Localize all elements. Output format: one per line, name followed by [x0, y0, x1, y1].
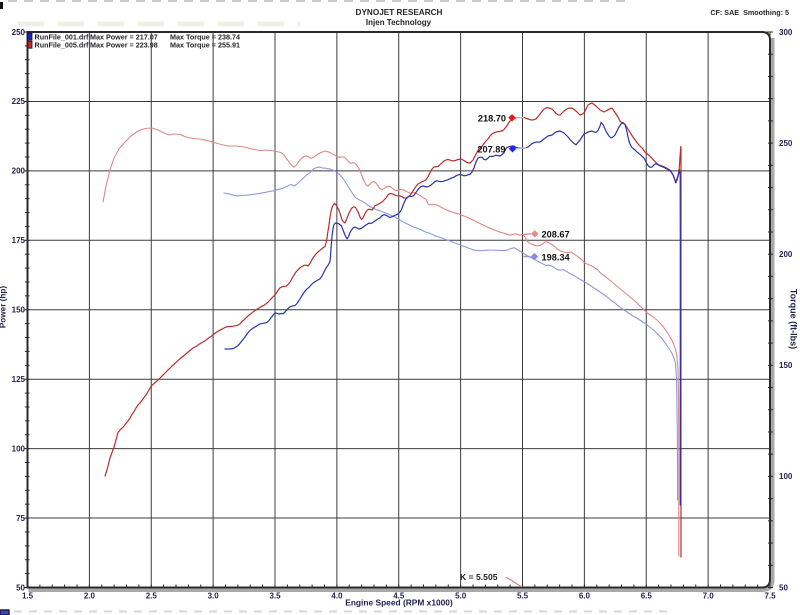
svg-text:Max Torque = 255.91: Max Torque = 255.91	[170, 40, 240, 49]
svg-text:200: 200	[12, 167, 26, 176]
svg-text:75: 75	[16, 514, 25, 523]
svg-text:7.0: 7.0	[703, 592, 715, 601]
svg-text:207.89: 207.89	[477, 144, 505, 154]
svg-text:CF: SAE Smoothing: 5: CF: SAE Smoothing: 5	[710, 8, 789, 17]
svg-text:Power (hp): Power (hp)	[0, 286, 8, 329]
svg-text:6.0: 6.0	[579, 592, 591, 601]
svg-text:RunFile_001.drf: RunFile_001.drf	[35, 32, 90, 41]
svg-text:300: 300	[779, 28, 793, 37]
svg-text:Max Power = 223.98: Max Power = 223.98	[90, 40, 158, 49]
svg-text:6.5: 6.5	[641, 592, 653, 601]
svg-text:100: 100	[779, 472, 793, 481]
svg-text:250: 250	[779, 139, 793, 148]
svg-text:250: 250	[12, 28, 26, 37]
svg-text:Max Power = 217.07: Max Power = 217.07	[90, 32, 158, 41]
svg-text:125: 125	[12, 375, 26, 384]
svg-text:Engine Speed (RPM x1000): Engine Speed (RPM x1000)	[345, 598, 453, 608]
svg-text:2.0: 2.0	[84, 592, 96, 601]
svg-text:150: 150	[12, 306, 26, 315]
svg-text:218.70: 218.70	[478, 113, 506, 123]
svg-text:RunFile_005.drf: RunFile_005.drf	[35, 40, 90, 49]
svg-text:208.67: 208.67	[542, 229, 570, 239]
svg-text:4.5: 4.5	[393, 592, 405, 601]
svg-text:Torque (ft-lbs): Torque (ft-lbs)	[789, 289, 799, 349]
svg-text:K = 5.505: K = 5.505	[460, 572, 498, 582]
svg-text:Injen Technology: Injen Technology	[366, 18, 432, 27]
svg-text:4.0: 4.0	[331, 592, 343, 601]
svg-text:50: 50	[779, 583, 788, 592]
svg-text:1.5: 1.5	[22, 592, 34, 601]
svg-text:200: 200	[779, 250, 793, 259]
svg-text:50: 50	[16, 583, 25, 592]
svg-text:2.5: 2.5	[146, 592, 158, 601]
svg-text:3.5: 3.5	[269, 592, 281, 601]
svg-text:Max Torque = 238.74: Max Torque = 238.74	[170, 32, 240, 41]
svg-text:5.0: 5.0	[455, 592, 467, 601]
svg-text:DYNOJET RESEARCH: DYNOJET RESEARCH	[356, 8, 443, 17]
svg-text:7.5: 7.5	[764, 592, 776, 601]
svg-text:150: 150	[779, 361, 793, 370]
svg-text:3.0: 3.0	[208, 592, 220, 601]
svg-text:198.34: 198.34	[542, 252, 571, 262]
svg-text:5.5: 5.5	[517, 592, 529, 601]
svg-text:225: 225	[12, 97, 26, 106]
svg-text:100: 100	[12, 444, 26, 453]
svg-text:175: 175	[12, 236, 26, 245]
